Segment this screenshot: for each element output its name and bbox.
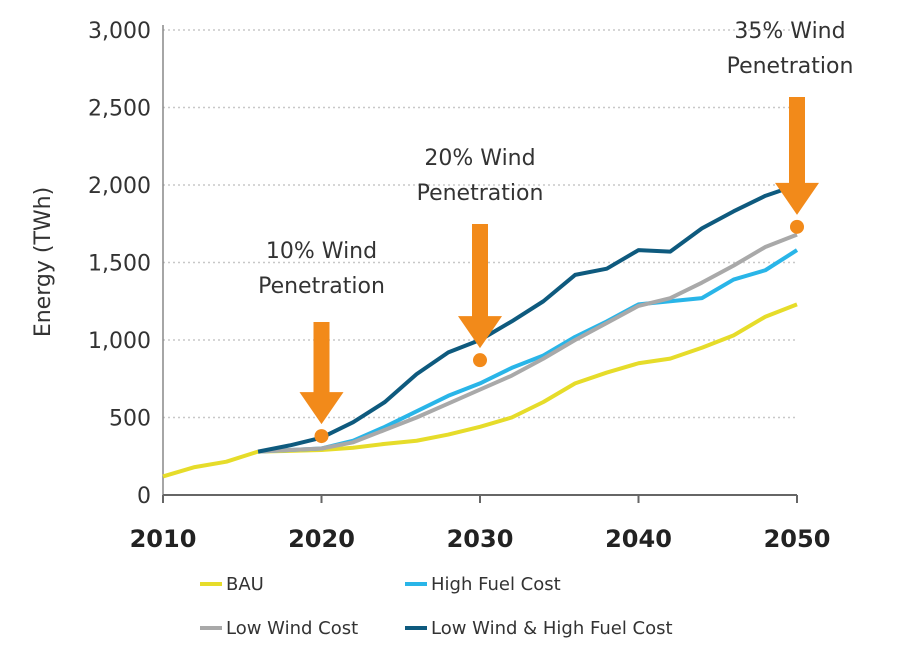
legend-label: High Fuel Cost	[431, 574, 561, 595]
annotation-marker	[314, 429, 329, 444]
annotation-marker	[790, 219, 804, 234]
x-tick-label: 2050	[764, 525, 831, 553]
legend-label: Low Wind & High Fuel Cost	[431, 618, 673, 639]
x-tick-label: 2030	[447, 525, 514, 553]
legend-label: BAU	[226, 574, 264, 595]
x-tick-label: 2010	[130, 525, 197, 553]
y-tick-label: 1,500	[88, 252, 151, 277]
arrow-shaft	[789, 97, 805, 185]
series-line-low-wind-cost	[258, 232, 798, 454]
series-line-low-wind-high-fuel-cost	[257, 183, 798, 454]
arrow-down-icon	[299, 392, 344, 425]
annotation-label: Penetration	[417, 181, 544, 206]
y-tick-label: 0	[137, 484, 151, 509]
series-lines	[162, 183, 799, 479]
arrow-shaft	[313, 322, 330, 395]
annotations: 10% Wind Penetration 20% Wind Penetration 35…	[258, 19, 854, 444]
legend-label: Low Wind Cost	[226, 618, 358, 639]
y-tick-label: 1,000	[88, 329, 151, 354]
y-tick-label: 500	[109, 407, 151, 432]
annotation-label: 10% Wind	[266, 239, 377, 264]
y-tick-label: 2,000	[88, 174, 151, 199]
arrow-down-icon	[775, 182, 819, 215]
y-tick-label: 3,000	[88, 19, 151, 44]
x-tick-label: 2020	[288, 525, 355, 553]
axes: 0 500 1,000 1,500 2,000 2,500 3,000 2010 2020 203…	[88, 19, 830, 553]
arrow-down-icon	[458, 316, 502, 349]
annotation-marker	[473, 353, 487, 368]
y-axis-label: Energy (TWh)	[31, 187, 56, 337]
arrow-shaft	[472, 224, 488, 319]
legend: BAU High Fuel Cost Low Wind Cost Low Wind &…	[200, 574, 673, 639]
x-tick-label: 2040	[605, 525, 672, 553]
y-tick-label: 2,500	[88, 97, 151, 122]
annotation-label: Penetration	[727, 54, 854, 79]
annotation-label: 35% Wind	[734, 19, 845, 44]
annotation-label: Penetration	[258, 274, 385, 299]
annotation-label: 20% Wind	[424, 146, 535, 171]
